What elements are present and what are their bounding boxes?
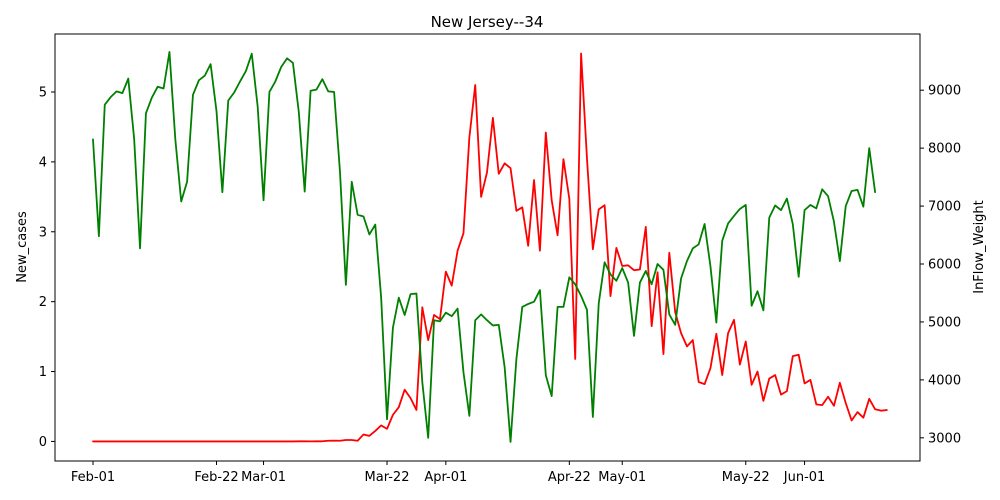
y-left-tick-label: 0 <box>39 435 47 450</box>
y-right-tick-label: 5000 <box>928 315 961 330</box>
x-tick-label: May-22 <box>722 470 770 485</box>
x-tick-label: Mar-22 <box>365 470 410 485</box>
y-axis-left: 0 1 2 3 4 5 <box>39 86 55 450</box>
y-axis-right-label: InFlow_Weight <box>972 200 987 294</box>
y-left-tick-label: 4 <box>39 155 47 170</box>
x-tick-label: Mar-01 <box>241 470 286 485</box>
x-tick-label: Feb-22 <box>194 470 238 485</box>
chart-title: New Jersey--34 <box>431 13 544 31</box>
y-axis-right: 3000 4000 5000 6000 7000 8000 9000 <box>920 84 961 446</box>
x-axis: Feb-01 Feb-22 Mar-01 Mar-22 Apr-01 Apr-22 May-… <box>71 461 825 485</box>
y-left-tick-label: 2 <box>39 295 47 310</box>
y-right-tick-label: 7000 <box>928 200 961 215</box>
series-layer <box>92 51 888 443</box>
y-left-tick-label: 1 <box>39 365 47 380</box>
x-tick-label: May-01 <box>598 470 646 485</box>
x-tick-label: Apr-22 <box>548 470 591 485</box>
y-left-tick-label: 5 <box>39 86 47 101</box>
y-right-tick-label: 8000 <box>928 142 961 157</box>
x-tick-label: Apr-01 <box>424 470 467 485</box>
x-tick-label: Feb-01 <box>71 470 115 485</box>
y-left-tick-label: 3 <box>39 225 47 240</box>
y-right-tick-label: 9000 <box>928 84 961 99</box>
y-right-tick-label: 4000 <box>928 373 961 388</box>
plot-frame <box>54 33 921 462</box>
series-line-left <box>92 52 888 443</box>
y-right-tick-label: 3000 <box>928 431 961 446</box>
series-line-right <box>92 51 877 443</box>
x-tick-label: Jun-01 <box>783 470 826 485</box>
y-axis-left-label: New_cases <box>15 211 30 283</box>
y-right-tick-label: 6000 <box>928 258 961 273</box>
